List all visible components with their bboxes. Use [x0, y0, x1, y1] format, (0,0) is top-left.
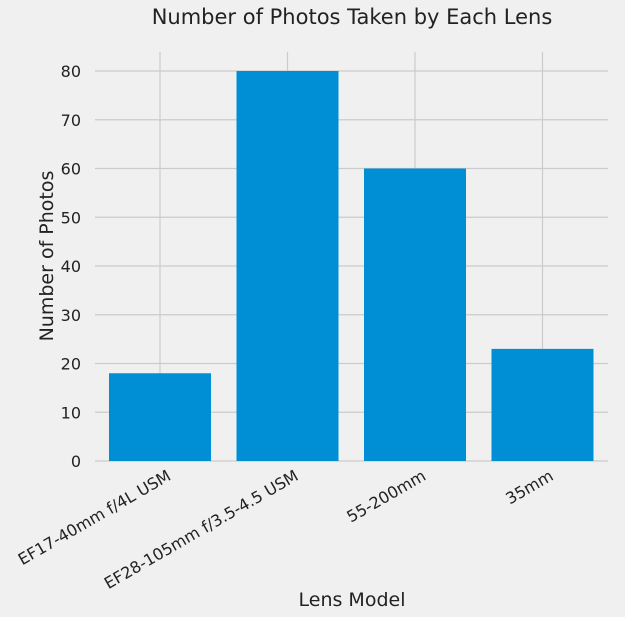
y-tick-label: 40 [61, 257, 81, 276]
x-tick-label: 55-200mm [343, 466, 429, 526]
y-tick-label: 70 [61, 111, 81, 130]
y-tick-label: 10 [61, 403, 81, 422]
x-tick-label: 35mm [502, 466, 556, 508]
bars [109, 71, 594, 461]
y-tick-label: 0 [71, 452, 81, 471]
y-axis-ticks: 0 10 20 30 40 50 60 70 80 [61, 62, 81, 471]
y-tick-label: 50 [61, 208, 81, 227]
bar [109, 373, 211, 461]
y-tick-label: 60 [61, 160, 81, 179]
bar [236, 71, 339, 461]
chart-title: Number of Photos Taken by Each Lens [152, 5, 553, 29]
y-tick-label: 20 [61, 355, 81, 374]
y-tick-label: 30 [61, 306, 81, 325]
y-tick-label: 80 [61, 62, 81, 81]
y-axis-title: Number of Photos [36, 171, 58, 342]
x-axis-title: Lens Model [299, 589, 406, 611]
bar [364, 168, 466, 461]
bar [491, 348, 594, 461]
